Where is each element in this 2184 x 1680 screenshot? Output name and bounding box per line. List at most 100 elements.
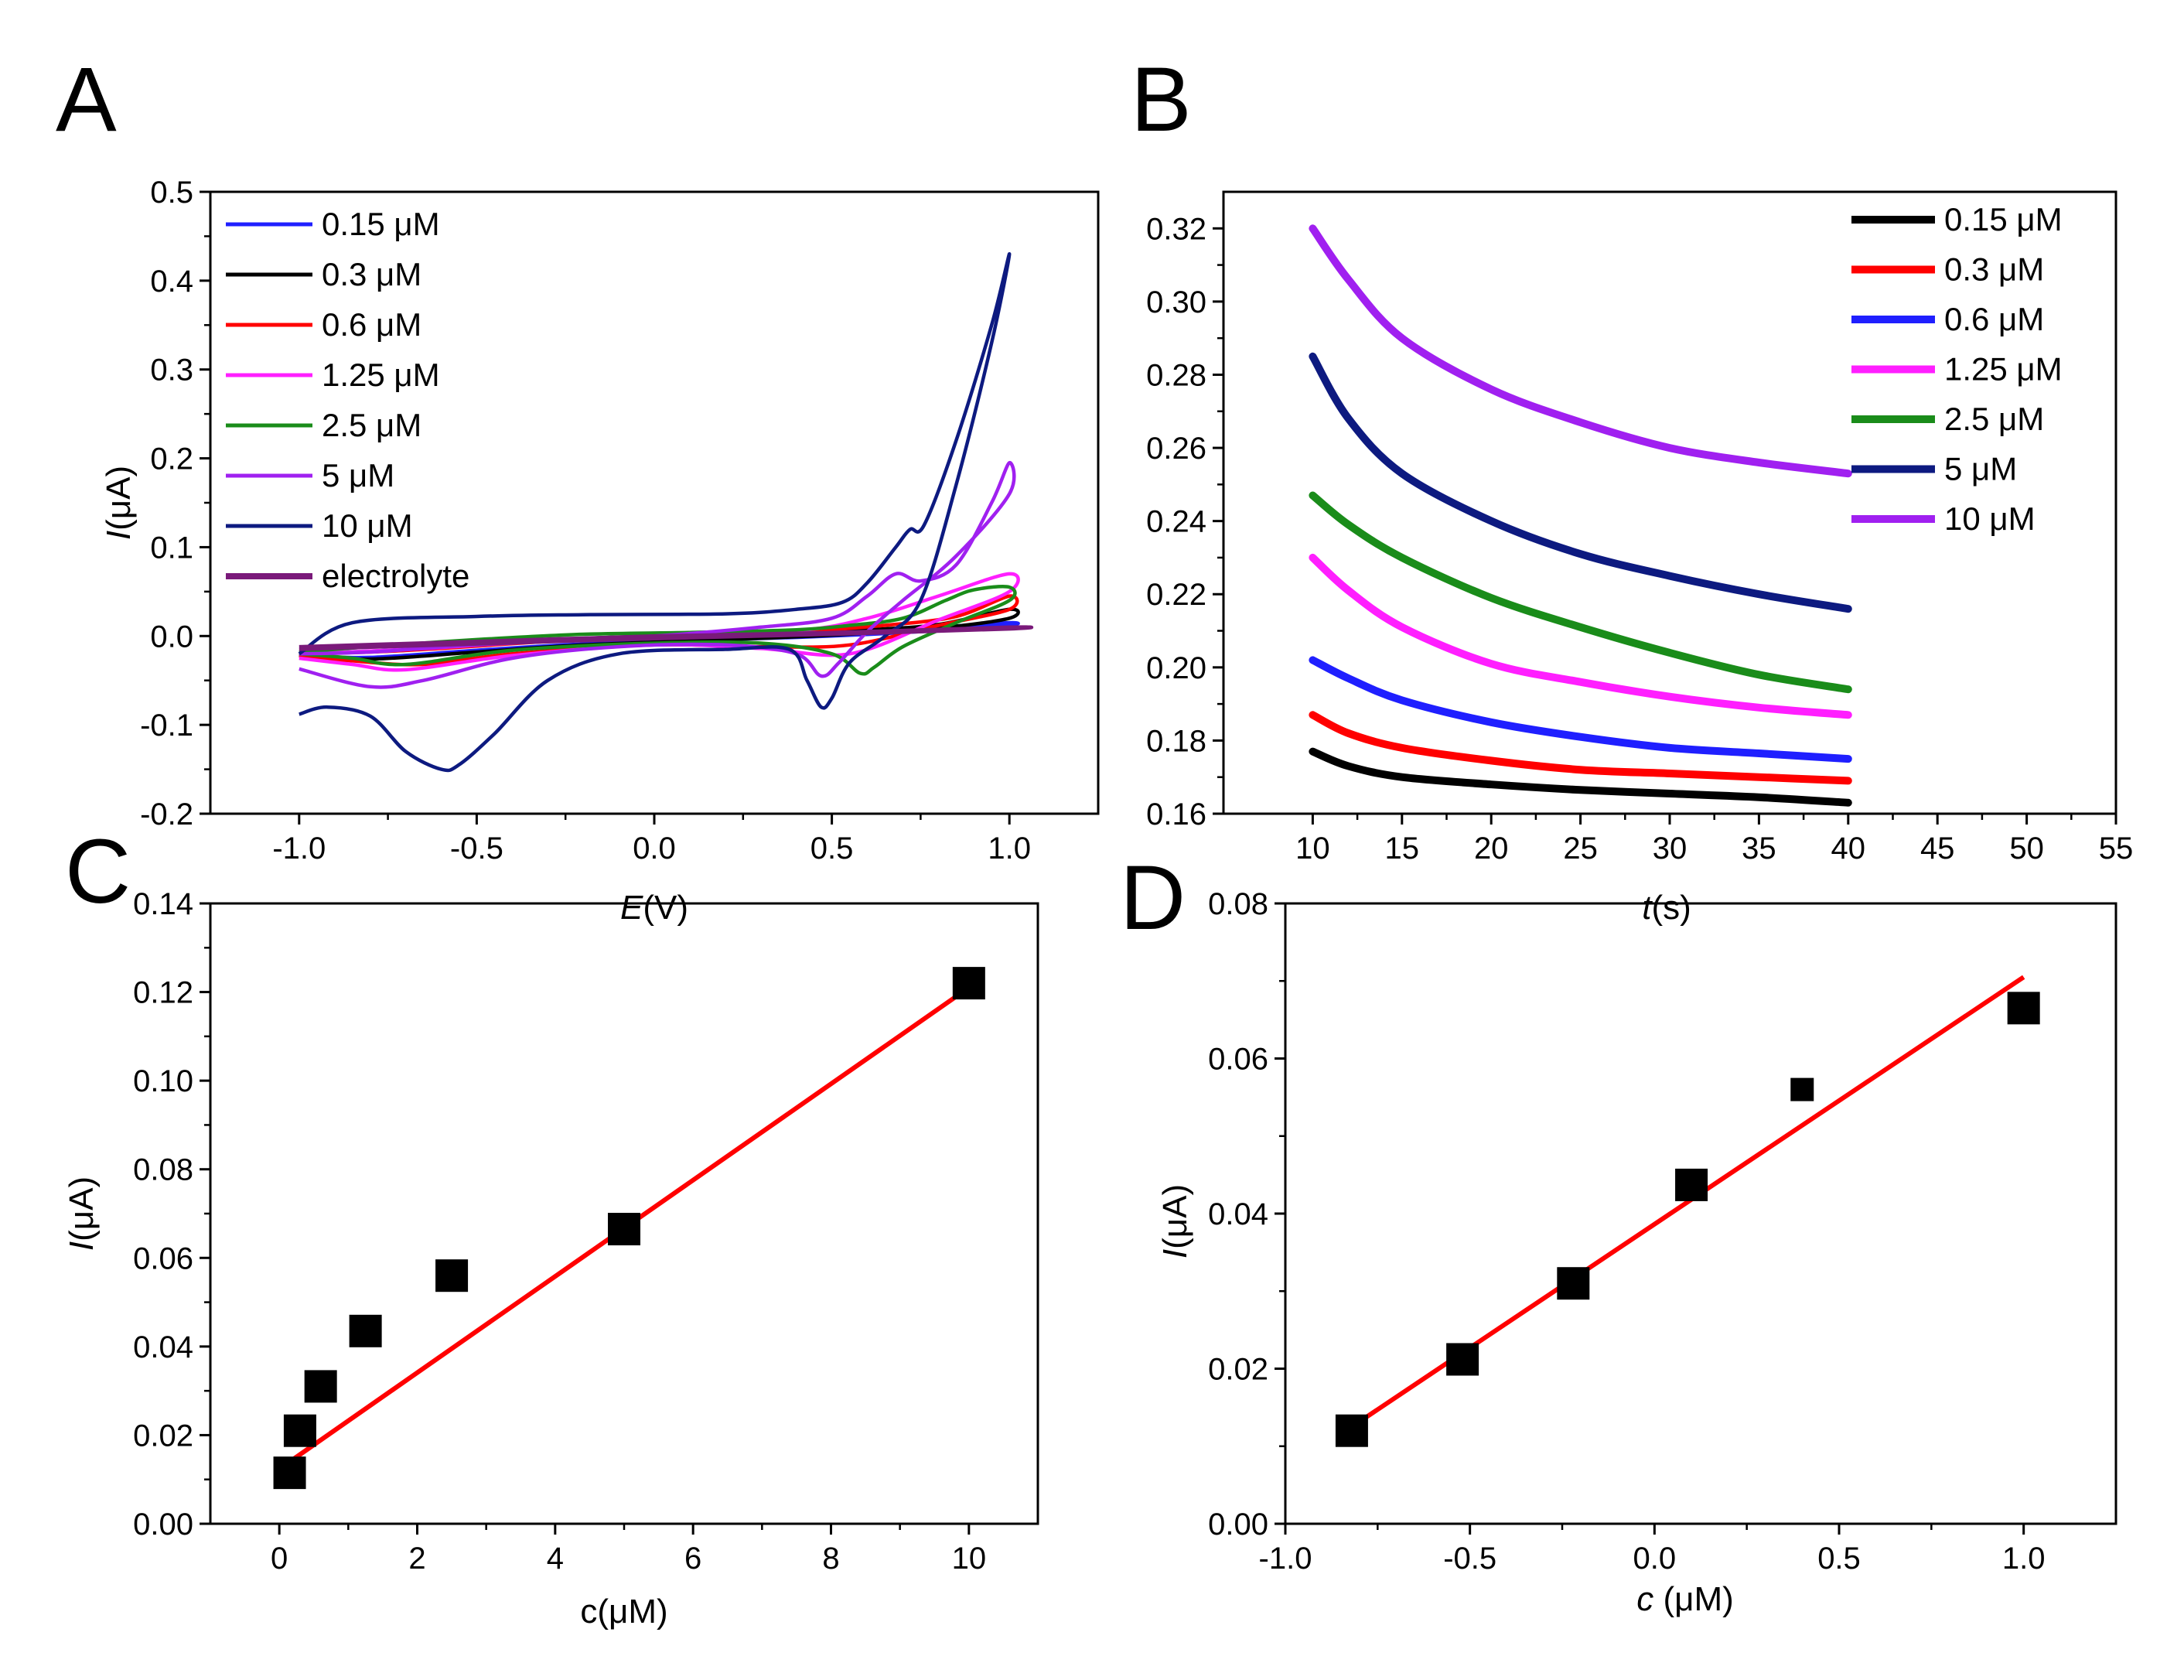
y-tick-label-d: 0.08 bbox=[1208, 887, 1268, 921]
y-tick-label-b: 0.24 bbox=[1146, 505, 1206, 539]
amperometry-curve-3 bbox=[1309, 656, 1852, 763]
x-tick-label-c: 4 bbox=[547, 1542, 564, 1576]
y-tick-label-a: 0.2 bbox=[150, 442, 193, 476]
y-tick-label-c: 0.04 bbox=[133, 1330, 193, 1364]
x-tick-label-c: 8 bbox=[822, 1542, 839, 1576]
x-tick-label-a: 0.5 bbox=[810, 831, 854, 866]
legend-label-a-4: 1.25 μM bbox=[322, 357, 440, 393]
y-tick-label-c: 0.06 bbox=[133, 1241, 193, 1275]
legend-label-a-3: 0.6 μM bbox=[322, 306, 421, 343]
y-tick-label-b: 0.16 bbox=[1146, 797, 1206, 831]
x-tick-label-a: -1.0 bbox=[272, 831, 326, 866]
panel-letter-a: A bbox=[56, 49, 117, 151]
y-axis-title-d: I(μA) bbox=[1156, 1184, 1194, 1258]
data-point-c bbox=[608, 1213, 640, 1246]
x-tick-label-b: 15 bbox=[1385, 831, 1420, 866]
y-tick-label-b: 0.20 bbox=[1146, 651, 1206, 685]
data-point-c bbox=[952, 967, 985, 1000]
y-tick-label-c: 0.00 bbox=[133, 1508, 193, 1542]
x-axis-title-c: c(μM) bbox=[580, 1593, 667, 1630]
x-tick-label-b: 30 bbox=[1653, 831, 1687, 866]
y-tick-label-b: 0.32 bbox=[1146, 212, 1206, 246]
x-tick-label-d: -0.5 bbox=[1443, 1542, 1496, 1576]
data-point-d bbox=[1335, 1414, 1368, 1447]
x-tick-label-b: 50 bbox=[2009, 831, 2044, 866]
data-point-d bbox=[1790, 1077, 1814, 1101]
data-point-c bbox=[349, 1314, 382, 1347]
legend-label-a-1: 0.15 μM bbox=[322, 206, 440, 242]
x-tick-label-b: 40 bbox=[1831, 831, 1866, 866]
y-tick-label-b: 0.18 bbox=[1146, 724, 1206, 758]
data-point-c bbox=[304, 1370, 337, 1403]
legend-label-b-3: 0.6 μM bbox=[1944, 301, 2044, 337]
legend-label-a-5: 2.5 μM bbox=[322, 407, 421, 443]
y-tick-label-d: 0.02 bbox=[1208, 1353, 1268, 1387]
legend-label-a-6: 5 μM bbox=[322, 457, 394, 493]
y-axis-title-a: I(μA) bbox=[100, 466, 138, 540]
legend-label-a-7: 10 μM bbox=[322, 507, 413, 544]
legend-label-a-8: electrolyte bbox=[322, 558, 469, 594]
legend-label-b-2: 0.3 μM bbox=[1944, 251, 2044, 288]
legend-label-b-4: 1.25 μM bbox=[1944, 351, 2063, 388]
y-axis-title-c: I(μA) bbox=[63, 1176, 101, 1251]
x-tick-label-d: 0.0 bbox=[1633, 1542, 1677, 1576]
y-tick-label-b: 0.28 bbox=[1146, 358, 1206, 392]
data-point-d bbox=[1557, 1267, 1590, 1300]
cv-curve-5 bbox=[299, 585, 1017, 676]
legend-label-b-1: 0.15 μM bbox=[1944, 201, 2063, 237]
x-tick-label-d: -1.0 bbox=[1259, 1542, 1312, 1576]
data-point-c bbox=[435, 1259, 469, 1292]
y-tick-label-a: 0.1 bbox=[150, 531, 193, 565]
y-tick-label-b: 0.22 bbox=[1146, 578, 1206, 612]
y-tick-label-a: -0.1 bbox=[140, 709, 193, 743]
y-tick-label-c: 0.10 bbox=[133, 1064, 193, 1098]
x-tick-label-b: 10 bbox=[1295, 831, 1330, 866]
x-axis-title-d: c (μM) bbox=[1636, 1580, 1734, 1618]
y-tick-label-d: 0.04 bbox=[1208, 1197, 1268, 1231]
x-tick-label-d: 1.0 bbox=[2002, 1542, 2046, 1576]
y-tick-label-d: 0.06 bbox=[1208, 1043, 1268, 1077]
cv-curve-7 bbox=[298, 252, 1012, 773]
x-tick-label-a: -0.5 bbox=[450, 831, 503, 866]
data-point-c bbox=[273, 1456, 306, 1490]
y-tick-label-a: 0.3 bbox=[150, 353, 193, 388]
x-axis-title-b: t(s) bbox=[1642, 889, 1691, 927]
y-tick-label-d: 0.00 bbox=[1208, 1508, 1268, 1542]
data-point-c bbox=[283, 1414, 316, 1447]
panel-letter-c: C bbox=[65, 821, 131, 923]
y-tick-label-b: 0.26 bbox=[1146, 432, 1206, 466]
panel-letter-b: B bbox=[1131, 49, 1192, 151]
amperometry-curve-5 bbox=[1309, 491, 1852, 694]
y-tick-label-b: 0.30 bbox=[1146, 285, 1206, 319]
legend-label-b-6: 5 μM bbox=[1944, 451, 2017, 487]
amperometry-curve-4 bbox=[1309, 553, 1852, 719]
y-tick-label-a: -0.2 bbox=[140, 797, 193, 831]
data-point-d bbox=[1446, 1343, 1479, 1376]
y-tick-label-a: 0.0 bbox=[150, 620, 193, 654]
x-tick-label-c: 6 bbox=[684, 1542, 701, 1576]
y-tick-label-c: 0.02 bbox=[133, 1419, 193, 1453]
y-tick-label-c: 0.08 bbox=[133, 1153, 193, 1187]
legend-label-b-5: 2.5 μM bbox=[1944, 401, 2044, 437]
x-axis-title-a: E(V) bbox=[620, 889, 688, 927]
amperometry-curve-2 bbox=[1309, 711, 1852, 785]
y-tick-label-a: 0.4 bbox=[150, 265, 193, 299]
x-tick-label-a: 0.0 bbox=[633, 831, 676, 866]
panel-letter-d: D bbox=[1120, 847, 1186, 949]
legend-label-b-7: 10 μM bbox=[1944, 500, 2036, 537]
x-tick-label-c: 2 bbox=[408, 1542, 425, 1576]
x-tick-label-b: 20 bbox=[1474, 831, 1509, 866]
data-point-d bbox=[2007, 992, 2040, 1025]
y-tick-label-c: 0.14 bbox=[133, 887, 193, 921]
x-tick-label-a: 1.0 bbox=[988, 831, 1031, 866]
cv-curve-8 bbox=[299, 625, 1033, 651]
legend-label-a-2: 0.3 μM bbox=[322, 256, 421, 292]
amperometry-curve-7 bbox=[1309, 224, 1852, 478]
data-point-d bbox=[1675, 1168, 1708, 1201]
x-tick-label-c: 0 bbox=[271, 1542, 288, 1576]
x-tick-label-d: 0.5 bbox=[1817, 1542, 1861, 1576]
x-tick-label-c: 10 bbox=[952, 1542, 987, 1576]
x-tick-label-b: 45 bbox=[1920, 831, 1955, 866]
amperometry-curve-1 bbox=[1309, 747, 1852, 807]
